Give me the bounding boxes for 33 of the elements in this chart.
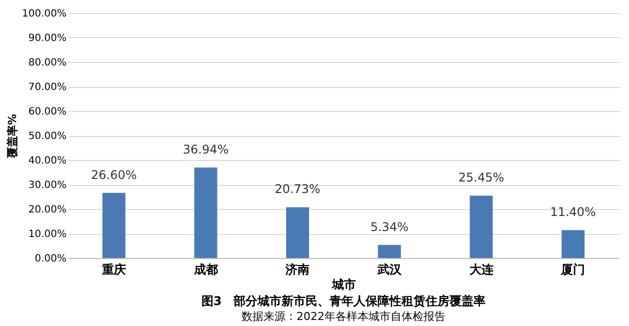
y-tick-label: 90.00% xyxy=(28,33,66,44)
text: 图3 部分城市新市民、青年人保障性租赁住房覆盖率 xyxy=(201,294,486,308)
y-tick-label: 60.00% xyxy=(28,106,66,118)
data-label: 25.45% xyxy=(458,170,504,185)
x-tick-label: 大连 xyxy=(469,262,494,276)
data-label: 36.94% xyxy=(182,142,229,156)
y-tick-label: 20.00% xyxy=(28,204,66,216)
x-tick-label: 济南 xyxy=(284,262,310,276)
bar xyxy=(470,196,493,258)
bar xyxy=(562,230,585,258)
y-tick-label: 100.00% xyxy=(22,8,66,20)
y-axis-title: 覆盖率% xyxy=(6,114,20,160)
x-tick-label: 厦门 xyxy=(560,262,586,276)
x-axis-title: 城市 xyxy=(331,278,356,292)
bar xyxy=(286,207,310,258)
bar xyxy=(378,244,401,258)
y-tick-label: 40.00% xyxy=(28,156,66,166)
bar xyxy=(102,192,126,258)
source-note: 数据来源：2022年各样本城市自体检报告 xyxy=(242,310,446,323)
x-tick-label: 成都 xyxy=(192,262,218,276)
data-label: 5.34% xyxy=(370,220,408,234)
data-label: 11.40% xyxy=(550,205,596,220)
data-label: 26.60% xyxy=(91,168,137,182)
y-tick-label: 70.00% xyxy=(28,82,66,93)
bar xyxy=(194,167,218,258)
y-tick-label: 30.00% xyxy=(28,180,66,191)
x-tick-label: 重庆 xyxy=(100,262,126,276)
y-tick-label: 80.00% xyxy=(28,58,66,68)
x-tick-label: 武汉 xyxy=(376,262,402,276)
y-tick-label: 50.00% xyxy=(28,131,66,142)
y-tick-label: 0.00% xyxy=(34,254,66,264)
y-tick-label: 10.00% xyxy=(28,229,66,240)
data-label: 20.73% xyxy=(274,182,320,196)
